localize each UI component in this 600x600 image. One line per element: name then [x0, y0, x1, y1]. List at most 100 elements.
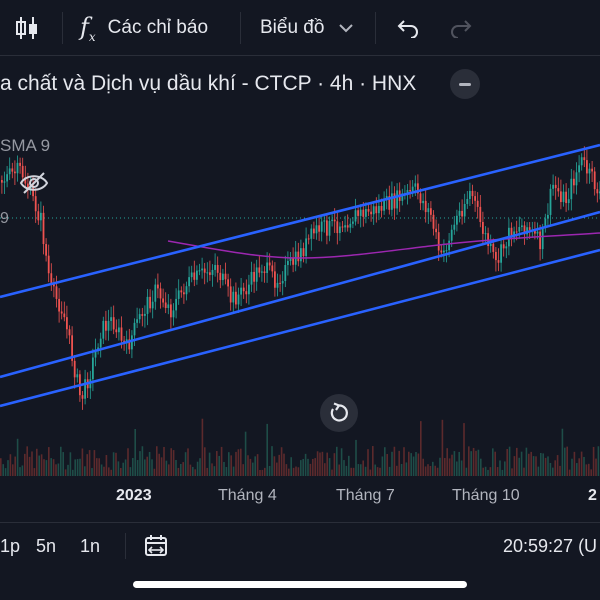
candle-body	[180, 290, 183, 293]
candle-body	[489, 243, 492, 246]
volume-bar	[45, 460, 48, 476]
volume-bar	[14, 456, 16, 476]
hide-indicator-button[interactable]	[18, 170, 50, 196]
chart-type-label: Biểu đồ	[260, 17, 325, 38]
candle-body	[367, 209, 370, 212]
candle-body	[539, 231, 541, 250]
volume-bar	[199, 458, 201, 476]
candle-body	[45, 244, 47, 256]
volume-bar	[518, 457, 520, 476]
symbol-title[interactable]: a chất và Dịch vụ dầu khí - CTCP · 4h · …	[0, 72, 417, 95]
volume-bar	[266, 423, 268, 476]
xaxis-label: Tháng 10	[452, 487, 520, 504]
candle-body	[307, 238, 310, 240]
candle-body	[50, 273, 53, 285]
candle-body	[359, 209, 362, 216]
volume-bar	[340, 448, 343, 476]
volume-bar	[40, 454, 43, 476]
candle-body	[263, 271, 266, 273]
volume-bar	[410, 453, 412, 476]
reset-chart-button[interactable]	[320, 394, 358, 432]
volume-bar	[112, 452, 115, 476]
candles-icon[interactable]	[14, 0, 44, 56]
candle-body	[66, 317, 68, 330]
volume-bar	[88, 450, 91, 476]
undo-button[interactable]	[395, 0, 419, 56]
interval-1n[interactable]: 1n	[80, 535, 101, 556]
volume-bar	[218, 455, 220, 476]
volume-bar	[115, 452, 117, 476]
candle-body	[219, 272, 222, 281]
volume-bar	[28, 456, 31, 476]
volume-bar	[444, 457, 446, 476]
interval-1p[interactable]: 1p	[0, 535, 21, 556]
candle-body	[318, 225, 320, 232]
volume-bar	[405, 462, 408, 476]
candle-body	[151, 301, 154, 309]
home-indicator	[133, 581, 467, 588]
candle-body	[333, 219, 336, 222]
candle-body	[175, 298, 177, 311]
volume-bar	[36, 448, 38, 476]
volume-bar	[314, 458, 316, 476]
volume-bar	[566, 446, 568, 476]
candle-body	[42, 212, 45, 245]
candle-body	[21, 165, 24, 178]
candle-body	[138, 314, 141, 320]
clock-readout[interactable]: 20:59:27 (U	[503, 535, 598, 556]
candle-body	[453, 224, 456, 230]
candle-body	[201, 268, 203, 271]
volume-bar	[120, 468, 122, 476]
candle-body	[118, 327, 120, 333]
candle-body	[227, 279, 229, 287]
volume-bar	[391, 451, 393, 476]
volume-bar	[204, 447, 206, 476]
volume-bar	[12, 464, 14, 476]
candle-body	[336, 221, 339, 234]
volume-bar	[244, 431, 247, 476]
indicators-button[interactable]: fx Các chỉ báo	[80, 0, 208, 56]
candle-body	[385, 196, 388, 199]
volume-bar	[528, 453, 530, 476]
candle-body	[289, 258, 292, 261]
interval-5n[interactable]: 5n	[36, 535, 57, 556]
collapse-legend-button[interactable]	[450, 69, 480, 99]
volume-bar	[482, 467, 484, 476]
volume-bar	[309, 463, 312, 476]
candle-body	[362, 209, 365, 217]
volume-bar	[393, 446, 396, 476]
candle-body	[323, 220, 326, 222]
volume-bar	[240, 448, 242, 476]
candle-body	[554, 184, 557, 189]
volume-bar	[208, 452, 211, 476]
candle-body	[417, 183, 419, 194]
candle-body	[68, 329, 71, 336]
volume-bar	[225, 467, 228, 476]
candle-body	[575, 172, 578, 186]
candle-body	[596, 189, 599, 194]
candle-body	[198, 270, 201, 272]
candle-body	[242, 287, 245, 292]
candle-body	[492, 243, 495, 252]
volume-bar	[158, 453, 160, 476]
price-chart[interactable]	[0, 100, 600, 480]
volume-bar	[237, 449, 240, 476]
redo-button[interactable]	[450, 0, 474, 56]
volume-bar	[544, 457, 547, 476]
volume-bar	[9, 454, 12, 476]
candle-body	[300, 248, 302, 262]
date-range-button[interactable]	[144, 523, 170, 569]
undo-icon	[397, 20, 418, 38]
volume-bar	[228, 452, 230, 476]
candle-body	[388, 196, 391, 210]
volume-bar	[252, 462, 254, 476]
chart-type-dropdown[interactable]: Biểu đồ	[260, 0, 354, 56]
candle-body	[3, 181, 6, 183]
sma-indicator-label[interactable]: SMA 9	[0, 136, 51, 155]
volume-bar	[386, 454, 388, 476]
candle-body	[313, 228, 315, 234]
candle-body	[422, 200, 424, 204]
candle-body	[450, 229, 453, 241]
volume-bar	[422, 458, 424, 476]
toolbar-divider	[375, 12, 376, 44]
